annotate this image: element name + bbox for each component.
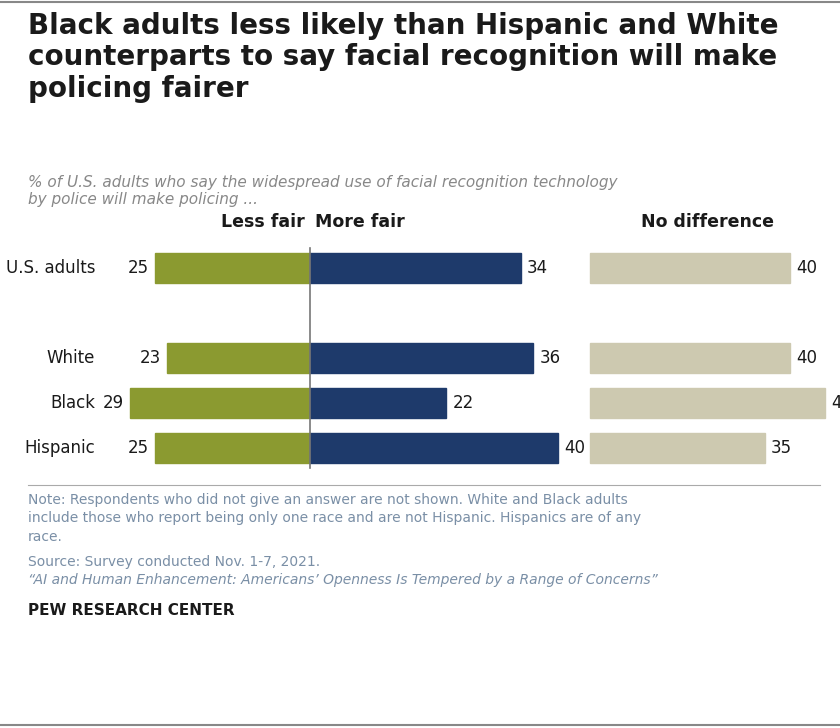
Bar	[590, 343, 790, 373]
Text: PEW RESEARCH CENTER: PEW RESEARCH CENTER	[28, 603, 234, 618]
Text: 34: 34	[527, 259, 548, 277]
Bar	[590, 253, 790, 283]
Bar	[310, 388, 446, 418]
Text: % of U.S. adults who say the widespread use of facial recognition technology
by : % of U.S. adults who say the widespread …	[28, 175, 617, 207]
Text: 25: 25	[128, 439, 149, 457]
Text: 22: 22	[453, 394, 474, 412]
Bar	[155, 433, 310, 463]
Text: Note: Respondents who did not give an answer are not shown. White and Black adul: Note: Respondents who did not give an an…	[28, 493, 641, 544]
Text: 29: 29	[103, 394, 124, 412]
Text: 40: 40	[796, 259, 817, 277]
Text: Black: Black	[50, 394, 95, 412]
Bar	[590, 433, 765, 463]
Text: U.S. adults: U.S. adults	[6, 259, 95, 277]
Text: No difference: No difference	[641, 213, 774, 231]
Text: “AI and Human Enhancement: Americans’ Openness Is Tempered by a Range of Concern: “AI and Human Enhancement: Americans’ Op…	[28, 573, 658, 587]
Bar	[167, 343, 310, 373]
Text: Black adults less likely than Hispanic and White
counterparts to say facial reco: Black adults less likely than Hispanic a…	[28, 12, 779, 103]
Text: 47: 47	[831, 394, 840, 412]
Bar	[130, 388, 310, 418]
Text: Less fair: Less fair	[221, 213, 305, 231]
Bar	[310, 253, 521, 283]
Bar	[155, 253, 310, 283]
Bar	[310, 343, 533, 373]
Text: 40: 40	[564, 439, 585, 457]
Bar	[590, 388, 825, 418]
Text: 25: 25	[128, 259, 149, 277]
Text: White: White	[47, 349, 95, 367]
Text: Source: Survey conducted Nov. 1-7, 2021.: Source: Survey conducted Nov. 1-7, 2021.	[28, 555, 320, 569]
Text: 40: 40	[796, 349, 817, 367]
Bar	[310, 433, 558, 463]
Text: More fair: More fair	[315, 213, 405, 231]
Text: 23: 23	[140, 349, 161, 367]
Text: 36: 36	[539, 349, 560, 367]
Text: Hispanic: Hispanic	[24, 439, 95, 457]
Text: 35: 35	[771, 439, 792, 457]
